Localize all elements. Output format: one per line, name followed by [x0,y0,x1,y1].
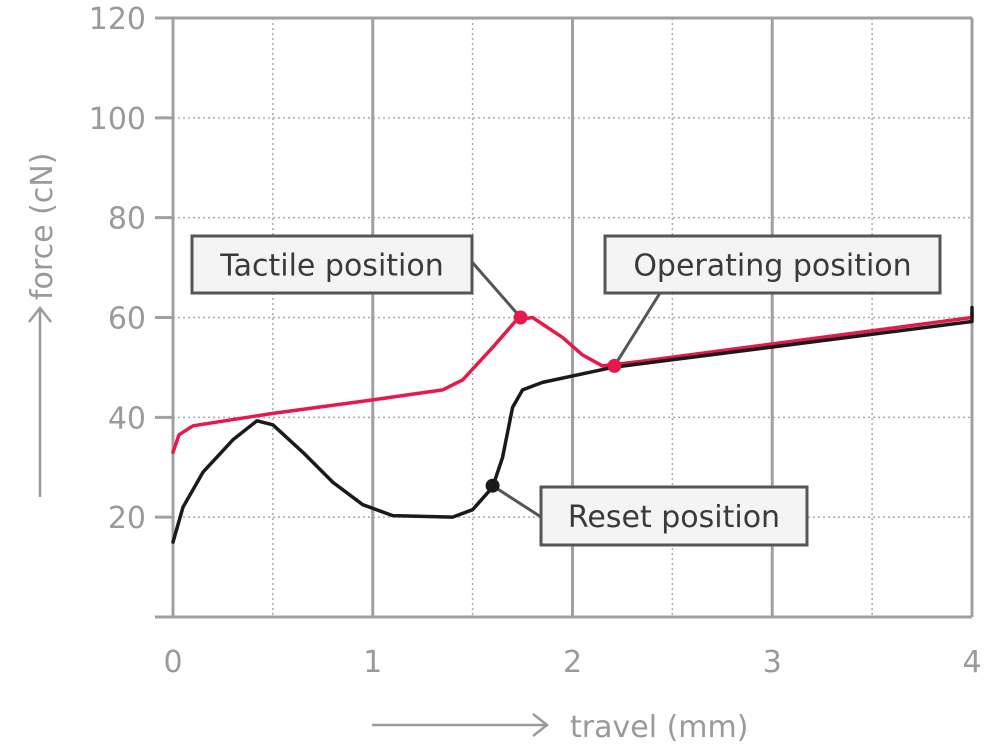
annotation-marker [485,478,500,493]
y-axis-label: force (cN) [25,153,60,300]
y-tick-label: 60 [108,302,146,337]
annotation-marker [607,358,622,373]
annotation-box [539,485,809,547]
annotation-leader [470,261,522,319]
annotation-leader [491,484,542,519]
annotation-box [603,234,942,295]
x-tick-label: 3 [763,645,782,680]
y-tick-label: 20 [108,501,146,536]
x-tick-label: 0 [163,645,182,680]
annotation-box [190,234,474,295]
x-arrow-head-icon [532,713,550,737]
y-tick-label: 40 [108,401,146,436]
annotation-label: Operating position [633,249,911,284]
x-tick-label: 1 [363,645,382,680]
annotation-label: Reset position [568,500,780,535]
y-arrow-head-icon [28,305,52,323]
annotation-label: Tactile position [219,249,444,284]
series-line-1 [171,305,974,544]
x-axis-label: travel (mm) [570,710,748,745]
annotation-marker [513,310,528,325]
y-tick-label: 120 [89,2,146,37]
annotation-leader [613,292,662,367]
y-tick-label: 80 [108,202,146,237]
y-tick-label: 100 [89,102,146,137]
x-tick-label: 4 [962,645,981,680]
x-tick-label: 2 [563,645,582,680]
